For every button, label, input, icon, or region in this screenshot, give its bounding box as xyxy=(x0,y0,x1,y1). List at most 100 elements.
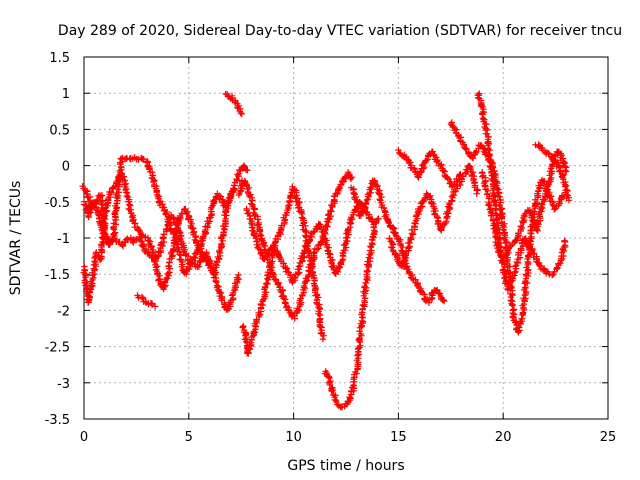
plus-marker xyxy=(412,279,423,291)
plus-marker xyxy=(126,206,137,225)
y-tick-label: -2.5 xyxy=(45,341,70,356)
plus-marker xyxy=(243,205,256,227)
plus-marker xyxy=(519,279,531,322)
y-tick-label: 0.5 xyxy=(49,123,70,138)
plus-marker xyxy=(122,235,132,246)
plus-marker xyxy=(148,169,158,190)
plus-marker xyxy=(155,235,168,256)
plus-marker xyxy=(428,148,440,161)
plus-marker xyxy=(251,309,264,327)
plus-marker xyxy=(561,183,573,204)
plus-marker xyxy=(85,280,96,306)
plus-marker xyxy=(156,198,168,211)
series-t5 xyxy=(222,90,245,118)
plus-marker xyxy=(451,126,462,140)
grid-lines xyxy=(84,57,608,419)
plus-marker xyxy=(294,198,306,218)
plus-marker xyxy=(557,237,569,263)
plus-marker xyxy=(318,228,331,248)
plus-marker xyxy=(542,177,553,198)
plus-marker xyxy=(131,154,140,163)
plus-marker xyxy=(214,190,226,203)
plus-marker xyxy=(403,263,413,277)
plus-marker xyxy=(507,265,520,284)
plus-marker xyxy=(517,235,527,257)
plus-marker xyxy=(248,322,260,343)
series-t11 xyxy=(386,162,481,270)
plus-marker xyxy=(433,286,444,297)
plus-marker xyxy=(122,183,134,212)
plus-marker xyxy=(411,207,423,227)
series-t16 xyxy=(532,141,573,204)
plus-marker xyxy=(500,250,510,264)
plus-marker xyxy=(282,198,293,219)
plus-marker xyxy=(346,382,358,402)
plus-marker xyxy=(240,162,251,174)
plus-marker xyxy=(252,235,264,254)
plus-marker xyxy=(437,161,447,174)
x-tick-label: 5 xyxy=(185,430,193,445)
series-t12 xyxy=(395,146,464,191)
plus-marker xyxy=(327,192,338,214)
plus-marker xyxy=(557,155,570,175)
plus-marker xyxy=(535,176,546,191)
plus-marker xyxy=(460,141,470,153)
plus-marker xyxy=(536,144,547,154)
series-t9 xyxy=(321,215,382,411)
plus-marker xyxy=(298,278,309,299)
plus-marker xyxy=(482,126,495,167)
plus-marker xyxy=(274,248,283,261)
plus-marker xyxy=(231,271,242,292)
y-axis-label: SDTVAR / TECUs xyxy=(8,181,24,296)
plus-marker xyxy=(164,250,176,278)
plus-marker xyxy=(344,169,356,183)
x-tick-label: 10 xyxy=(285,430,302,445)
plus-marker xyxy=(531,185,543,212)
y-tick-label: 0 xyxy=(62,160,70,175)
plus-marker xyxy=(235,105,245,118)
x-axis-label: GPS time / hours xyxy=(287,458,404,474)
plus-marker xyxy=(97,221,108,241)
plus-marker xyxy=(486,162,499,205)
plus-marker xyxy=(302,263,314,285)
plus-marker xyxy=(386,235,397,255)
x-axis: 0 5 10 15 20 25 xyxy=(80,57,616,445)
plus-marker xyxy=(97,192,109,232)
y-tick-label: -0.5 xyxy=(45,196,70,211)
y-tick-label: -3 xyxy=(57,377,70,392)
series-t7 xyxy=(239,183,327,357)
x-tick-label: 25 xyxy=(600,430,617,445)
plus-marker xyxy=(541,267,552,277)
plus-marker xyxy=(354,309,367,358)
plus-marker xyxy=(205,256,217,277)
plus-marker xyxy=(339,229,352,256)
y-axis: -3.5 -3 -2.5 -2 -1.5 -1 -0.5 0 0.5 1 1.5 xyxy=(45,51,608,428)
plus-marker xyxy=(373,183,385,204)
y-tick-label: 1 xyxy=(62,87,70,102)
plus-marker xyxy=(368,221,379,248)
plus-marker xyxy=(550,156,562,167)
plus-marker xyxy=(218,208,230,241)
plus-marker xyxy=(94,206,104,227)
plus-marker xyxy=(88,199,100,211)
plus-marker xyxy=(491,197,503,241)
plus-marker xyxy=(224,193,235,212)
plus-marker xyxy=(147,300,159,310)
plus-marker xyxy=(350,351,362,386)
plus-marker xyxy=(227,185,238,199)
plus-marker xyxy=(176,234,189,256)
y-tick-label: -2 xyxy=(57,304,70,319)
plus-marker xyxy=(260,251,271,263)
plus-marker xyxy=(110,192,122,243)
plus-marker xyxy=(517,214,528,235)
plus-marker xyxy=(509,313,521,333)
plus-marker xyxy=(123,155,133,162)
y-tick-label: -1 xyxy=(57,232,70,247)
plus-marker xyxy=(537,192,549,213)
plus-marker xyxy=(257,293,268,315)
plus-marker xyxy=(282,264,293,276)
plus-marker xyxy=(294,257,306,278)
data-marks xyxy=(79,90,573,411)
plus-marker xyxy=(415,163,428,181)
